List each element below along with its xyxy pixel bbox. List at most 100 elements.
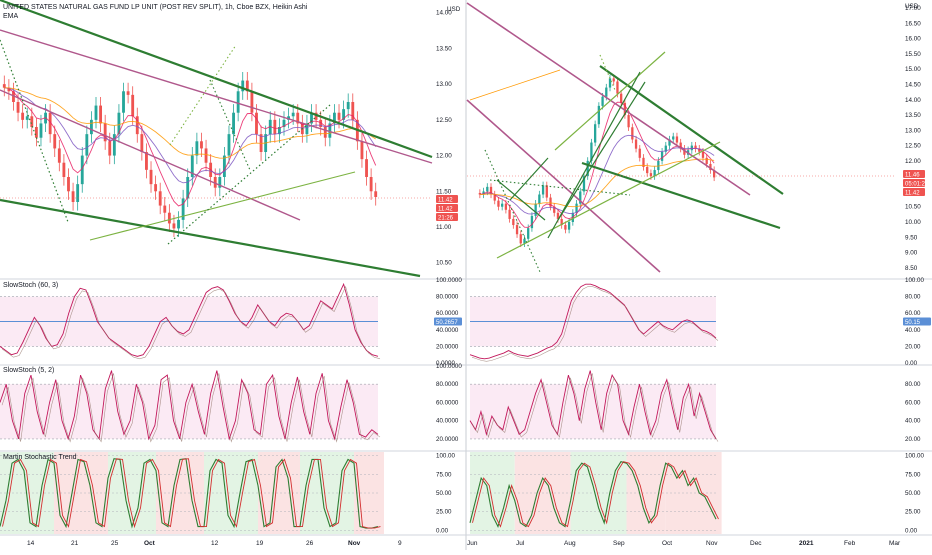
left-slowstoch5-tick: 40.0000 (436, 418, 459, 425)
right-martin-tick: 75.00 (905, 471, 921, 478)
x-tick-right: 2021 (799, 540, 814, 547)
left-price-candle (314, 112, 318, 120)
right-price-candle (709, 163, 712, 171)
slowstoch-5-label: SlowStoch (5, 2) (3, 367, 55, 374)
right-price-candle (679, 142, 682, 149)
left-price-candle (337, 112, 341, 120)
right-martin-tick: 25.00 (905, 509, 921, 516)
left-price-candle (177, 219, 180, 229)
x-tick-left: Oct (144, 540, 156, 547)
left-price-candle (365, 159, 368, 177)
right-price-candle (549, 197, 552, 207)
left-price-candle (319, 119, 323, 127)
left-price-candle (360, 141, 364, 160)
right-price-candle (489, 186, 493, 195)
right-price-candle (642, 157, 645, 167)
left-price-candle (190, 155, 194, 177)
left-slowstoch5-line (0, 370, 379, 441)
left-slowstoch60-tick: 60.0000 (436, 310, 459, 317)
right-price-candle (586, 160, 589, 177)
left-price-candle (218, 177, 222, 188)
x-tick-left: 9 (398, 540, 402, 547)
y-tick-label: 16.50 (905, 20, 921, 27)
right-price-candle (567, 222, 571, 230)
right-price-candle (660, 151, 664, 161)
x-tick-right: Sep (613, 540, 625, 547)
ema-slow-left (4, 87, 376, 159)
right-price-candle (653, 170, 656, 177)
left-price-candle (140, 134, 144, 152)
left-price-candle (94, 105, 98, 120)
left-price-candle (310, 112, 313, 124)
right-slowstoch5-tick: 40.00 (905, 418, 921, 425)
right-slowstoch60-tick: 20.00 (905, 343, 921, 350)
left-price-candle (346, 102, 350, 110)
left-price-candle (282, 119, 286, 127)
right-martin-zone (470, 452, 515, 534)
left-price-candle (7, 87, 11, 92)
right-slowstoch60-tick: 40.00 (905, 327, 921, 334)
left-price-candle (21, 112, 25, 120)
right-price-candle (541, 185, 545, 195)
y-tick-label: 9.00 (905, 250, 918, 257)
left-price-candle (204, 148, 208, 163)
left-martin-tick: 50.00 (436, 490, 452, 497)
right-price-candle (683, 148, 686, 155)
left-price-candle (131, 94, 135, 117)
price-badge-left-3-bg (436, 213, 458, 221)
right-price-candle (501, 203, 504, 207)
right-price-candle (616, 81, 619, 94)
y-tick-label: 11.00 (436, 224, 452, 231)
symbol-title: UNITED STATES NATURAL GAS FUND LP UNIT (… (3, 4, 308, 11)
left-price-candle (108, 141, 112, 156)
left-price-candle (305, 123, 309, 135)
left-price-candle (250, 91, 254, 113)
ema-fast-left (4, 87, 377, 207)
right-price-candle (545, 185, 548, 198)
y-tick-label: 13.00 (905, 127, 921, 134)
right-price-candle (512, 218, 515, 226)
x-tick-right: Jun (467, 540, 478, 547)
price-badge-left-1: 11.42 (438, 197, 453, 203)
right-slowstoch60-badge-bg (903, 317, 931, 326)
trendline-right-lower (581, 161, 781, 230)
price-badge-right-1: 11.46 (905, 172, 920, 178)
right-martin-tick: 100.00 (905, 453, 924, 460)
right-price-candle (620, 93, 623, 103)
right-price-candle (646, 167, 649, 174)
right-slowstoch60-tick: 60.00 (905, 310, 921, 317)
right-slowstoch60-line (469, 283, 717, 360)
left-price-candle (342, 109, 346, 120)
left-price-candle (236, 91, 240, 113)
right-price-candle (523, 238, 526, 244)
right-price-candle (634, 139, 638, 149)
left-price-candle (126, 91, 130, 95)
dotted-left-d (209, 79, 251, 171)
left-slowstoch60-signal (1, 285, 381, 360)
left-price-candle (287, 116, 291, 120)
left-price-candle (34, 127, 38, 138)
y-tick-label: 13.50 (436, 45, 452, 52)
left-price-candle (80, 155, 84, 185)
right-price-candle (698, 148, 701, 152)
right-price-candle (553, 206, 556, 213)
channel-left-pink-b (0, 89, 301, 221)
left-price-candle (89, 119, 93, 135)
x-tick-left: 26 (306, 540, 314, 547)
price-badge-left-1-bg (436, 195, 458, 203)
x-tick-left: 25 (111, 540, 119, 547)
left-price-candle (195, 141, 199, 156)
left-price-candle (117, 112, 121, 135)
price-badge-right-3: 11.42 (905, 190, 920, 196)
right-price-candle (515, 225, 519, 235)
left-price-candle (154, 184, 158, 192)
right-price-candle (556, 212, 560, 219)
left-martin-tick: 25.00 (436, 509, 452, 516)
right-price-candle (530, 215, 534, 229)
right-price-candle (593, 124, 597, 143)
left-slowstoch60-tick: 20.0000 (436, 343, 459, 350)
left-price-candle (273, 119, 277, 135)
right-price-candle (623, 102, 627, 116)
